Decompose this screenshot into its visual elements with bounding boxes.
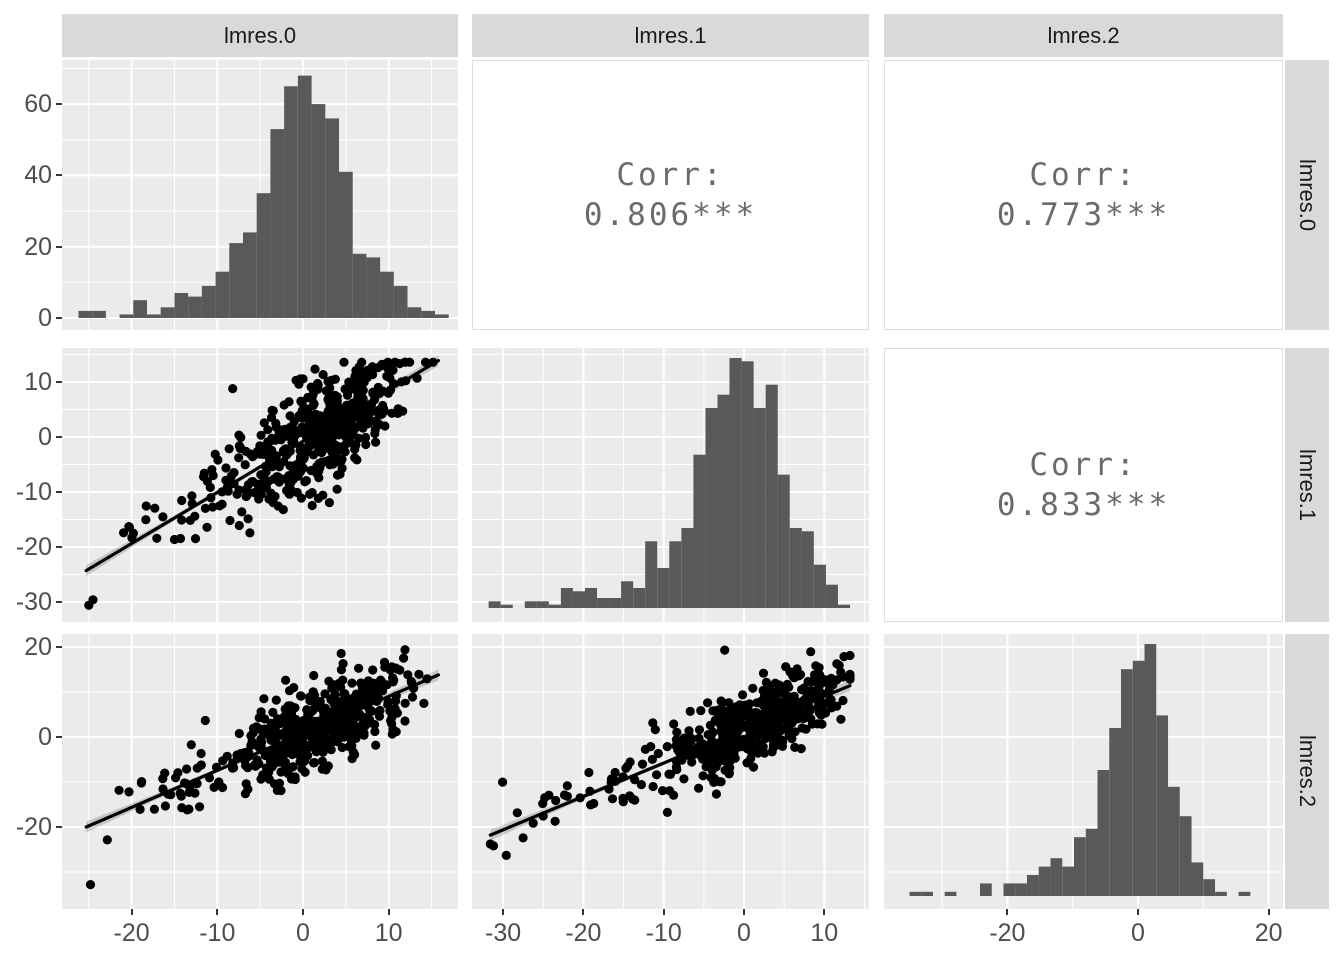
regression-line [488, 684, 852, 837]
corr-label: Corr: [1029, 446, 1138, 483]
x-tick-mark [302, 909, 304, 915]
x-tick-label: 20 [1254, 919, 1283, 947]
x-tick-label: -20 [113, 919, 150, 947]
corr-panel-lmres1-lmres0: Corr: 0.806*** [472, 60, 869, 330]
x-tick-label: -30 [485, 919, 522, 947]
corr-label: Corr: [1029, 156, 1138, 193]
x-tick-mark [216, 909, 219, 915]
y-tick-label: 60 [24, 90, 52, 119]
x-tick-label: -10 [645, 919, 682, 947]
y-tick-mark [56, 103, 62, 106]
x-tick-mark [743, 909, 745, 915]
corr-label: Corr: [616, 156, 725, 193]
x-tick-label: -20 [989, 919, 1026, 947]
y-tick-label: 20 [24, 633, 52, 661]
x-tick-label: 0 [296, 919, 310, 947]
y-tick-label: -20 [15, 533, 52, 561]
panel-histogram-lmres.0 [62, 60, 458, 330]
x-tick-label: 10 [374, 919, 403, 947]
panel-scatter-lmres.0-lmres.2 [62, 634, 458, 909]
x-tick-mark [1137, 909, 1139, 915]
y-tick-label: 20 [24, 232, 52, 261]
corr-value: 0.833*** [996, 487, 1171, 523]
y-tick-label: -30 [15, 588, 52, 616]
x-tick-label: -20 [565, 919, 602, 947]
histogram-bars [909, 644, 1251, 896]
corr-value: 0.773*** [996, 197, 1171, 233]
x-tick-mark [1006, 909, 1009, 915]
y-tick-mark [56, 174, 62, 177]
strip-top-lmres1: lmres.1 [472, 14, 869, 57]
panel-scatter-lmres.0-lmres.1 [62, 348, 458, 622]
corr-panel-lmres2-lmres0: Corr: 0.773*** [884, 60, 1283, 330]
y-tick-label: 0 [38, 723, 52, 751]
x-tick-mark [582, 909, 585, 915]
strip-label: lmres.0 [223, 22, 297, 48]
regression-line [84, 359, 440, 573]
y-tick-label: 0 [38, 423, 52, 451]
y-tick-mark [56, 245, 62, 248]
strip-label: lmres.2 [1047, 22, 1120, 48]
x-tick-label: 0 [737, 919, 751, 947]
strip-label: lmres.2 [1295, 735, 1320, 808]
strip-label: lmres.1 [1295, 448, 1320, 522]
strip-label: lmres.0 [1295, 158, 1320, 232]
panel-scatter-lmres.1-lmres.2 [472, 634, 869, 909]
x-tick-mark [823, 909, 826, 915]
y-tick-mark [56, 491, 62, 493]
y-tick-mark [56, 317, 62, 319]
y-tick-mark [56, 736, 62, 738]
grid-lines [884, 634, 1283, 909]
x-tick-mark [130, 909, 133, 915]
x-tick-label: -10 [199, 919, 236, 947]
x-tick-label: 10 [810, 919, 839, 947]
y-tick-label: -20 [15, 813, 52, 841]
x-tick-mark [1267, 909, 1270, 915]
y-tick-mark [56, 546, 62, 548]
strip-right-lmres0: lmres.0 [1285, 60, 1329, 330]
histogram-bars [78, 75, 449, 319]
corr-panel-lmres2-lmres1: Corr: 0.833*** [884, 348, 1283, 622]
y-tick-label: 10 [24, 368, 52, 396]
y-tick-mark [56, 601, 62, 603]
histogram-bars [488, 358, 851, 608]
y-tick-label: 40 [24, 161, 52, 190]
x-tick-mark [387, 909, 390, 915]
x-tick-label: 0 [1131, 919, 1145, 947]
panel-histogram-lmres.1 [472, 348, 869, 622]
strip-top-lmres2: lmres.2 [884, 14, 1283, 57]
corr-value: 0.806*** [583, 197, 758, 233]
y-tick-mark [56, 826, 62, 828]
regression-line [84, 673, 440, 829]
y-tick-mark [56, 436, 62, 438]
y-tick-mark [56, 381, 62, 383]
scatter-points [485, 645, 855, 860]
y-tick-label: -10 [15, 478, 52, 506]
strip-label: lmres.1 [634, 22, 707, 48]
panel-histogram-lmres.2 [884, 634, 1283, 909]
x-tick-mark [502, 909, 505, 915]
y-tick-label: 0 [38, 304, 52, 332]
x-tick-mark [662, 909, 665, 915]
y-tick-mark [56, 646, 62, 648]
strip-top-lmres0: lmres.0 [62, 14, 458, 57]
strip-right-lmres2: lmres.2 [1285, 634, 1329, 909]
strip-right-lmres1: lmres.1 [1285, 348, 1329, 622]
